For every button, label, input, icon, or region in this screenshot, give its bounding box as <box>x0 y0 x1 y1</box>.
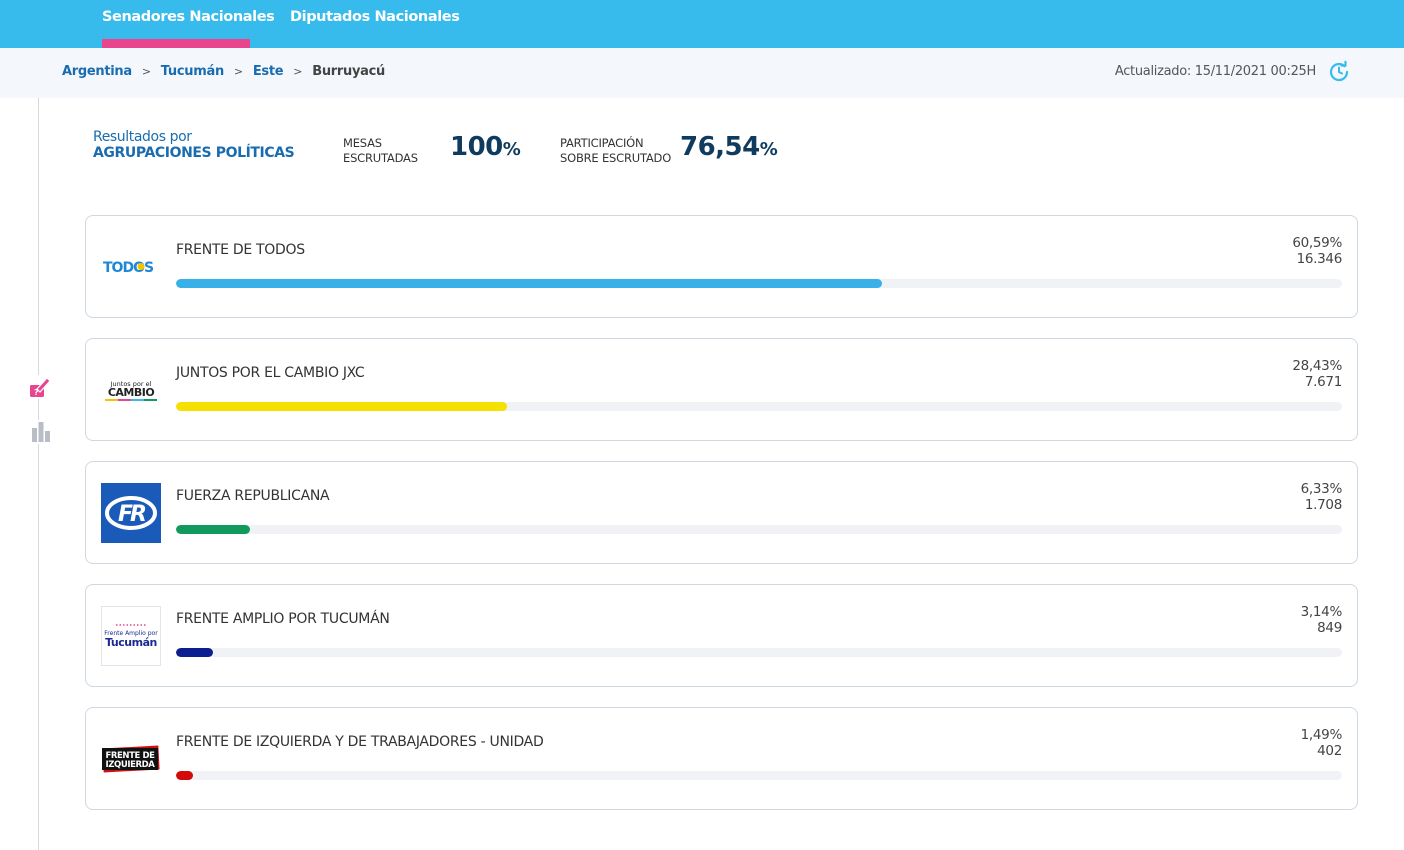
breadcrumb-separator: > <box>141 65 151 78</box>
vote-share-bar <box>176 402 1342 411</box>
left-rail <box>38 98 39 850</box>
mesas-label-line1: MESAS <box>343 136 382 150</box>
tab-senadores-nacionales[interactable]: Senadores Nacionales <box>102 9 275 48</box>
participacion-value: 76,54% <box>680 132 778 162</box>
todos-logo-text: TODOS <box>103 260 154 276</box>
cambio-logo-text-2: CAMBIO <box>108 386 155 399</box>
results-by-text: Resultados por <box>93 129 192 145</box>
breadcrumb-separator: > <box>293 65 303 78</box>
mesas-value-pct: % <box>502 139 521 160</box>
bar-chart-icon[interactable] <box>30 420 54 444</box>
party-percent: 60,59% <box>1292 235 1342 251</box>
frente-amplio-logo-text-2: Tucumán <box>105 636 157 649</box>
cambio-logo-text-1: Juntos por el <box>110 380 152 388</box>
participacion-label-line1: PARTICIPACIÓN <box>560 136 644 150</box>
fuerza-republicana-logo: FR <box>101 483 161 543</box>
party-votes: 1.708 <box>1304 497 1342 513</box>
tab-diputados-label: Diputados Nacionales <box>290 9 460 25</box>
participacion-value-number: 76,54 <box>680 132 760 162</box>
updated-timestamp: Actualizado: 15/11/2021 00:25H <box>1114 64 1316 79</box>
vote-share-bar <box>176 279 1342 288</box>
party-card-fuerza-republicana[interactable]: FR FUERZA REPUBLICANA 6,33% 1.708 <box>85 461 1358 564</box>
vote-share-fill <box>176 279 883 288</box>
breadcrumb: Argentina > Tucumán > Este > Burruyacú <box>62 64 385 79</box>
fit-logo-text-2: IZQUIERDA <box>105 760 155 770</box>
breadcrumb-current: Burruyacú <box>312 64 385 79</box>
breadcrumb-este[interactable]: Este <box>252 64 284 79</box>
party-votes: 16.346 <box>1296 251 1343 267</box>
cambio-logo: Juntos por el CAMBIO <box>101 360 161 420</box>
party-name: JUNTOS POR EL CAMBIO JXC <box>176 365 365 381</box>
mesas-escrutadas-label: MESAS ESCRUTADAS <box>343 136 418 166</box>
active-tab-indicator <box>102 39 250 48</box>
vote-share-fill <box>176 648 213 657</box>
party-percent: 28,43% <box>1292 358 1342 374</box>
vote-share-bar <box>176 525 1342 534</box>
vote-share-fill <box>176 525 250 534</box>
participacion-label-line2: SOBRE ESCRUTADO <box>560 151 672 165</box>
todos-logo: TODOS <box>101 237 161 297</box>
party-card-juntos-por-el-cambio[interactable]: Juntos por el CAMBIO JUNTOS POR EL CAMBI… <box>85 338 1358 441</box>
party-name: FRENTE AMPLIO POR TUCUMÁN <box>176 611 390 627</box>
participacion-value-pct: % <box>759 139 778 160</box>
party-votes: 402 <box>1317 743 1342 759</box>
fit-logo-text-1: FRENTE DE <box>105 751 155 761</box>
results-by-label: Resultados por AGRUPACIONES POLÍTICAS <box>93 129 295 161</box>
party-percent: 3,14% <box>1300 604 1343 620</box>
tab-senadores-label: Senadores Nacionales <box>102 9 275 25</box>
party-card-frente-de-izquierda[interactable]: FRENTE DE IZQUIERDA FRENTE DE IZQUIERDA … <box>85 707 1358 810</box>
vote-share-fill <box>176 402 508 411</box>
party-name: FRENTE DE TODOS <box>176 242 305 258</box>
party-name: FUERZA REPUBLICANA <box>176 488 330 504</box>
party-votes: 7.671 <box>1304 374 1342 390</box>
breadcrumb-tucuman[interactable]: Tucumán <box>160 64 224 79</box>
mesas-value-number: 100 <box>450 132 503 162</box>
mesas-label-line2: ESCRUTADAS <box>343 151 418 165</box>
participacion-label: PARTICIPACIÓN SOBRE ESCRUTADO <box>560 136 671 166</box>
vote-share-bar <box>176 648 1342 657</box>
svg-text:?: ? <box>34 388 39 397</box>
vote-share-fill <box>176 771 194 780</box>
refresh-icon[interactable] <box>1327 60 1351 84</box>
frente-amplio-logo-text-1: Frente Amplio por <box>104 630 158 637</box>
top-navigation: Senadores Nacionales Diputados Nacionale… <box>0 0 1404 48</box>
breadcrumb-separator: > <box>233 65 243 78</box>
ballot-vote-icon[interactable]: ? <box>28 375 52 399</box>
fit-logo: FRENTE DE IZQUIERDA <box>101 729 161 789</box>
political-groups-text: AGRUPACIONES POLÍTICAS <box>93 145 295 161</box>
party-name: FRENTE DE IZQUIERDA Y DE TRABAJADORES - … <box>176 734 544 750</box>
party-percent: 1,49% <box>1300 727 1343 743</box>
breadcrumb-argentina[interactable]: Argentina <box>62 64 132 79</box>
mesas-escrutadas-value: 100% <box>450 132 521 162</box>
frente-amplio-logo: Frente Amplio por Tucumán <box>101 606 161 666</box>
party-card-frente-de-todos[interactable]: TODOS FRENTE DE TODOS 60,59% 16.346 <box>85 215 1358 318</box>
party-card-frente-amplio-por-tucuman[interactable]: Frente Amplio por Tucumán FRENTE AMPLIO … <box>85 584 1358 687</box>
tab-diputados-nacionales[interactable]: Diputados Nacionales <box>290 9 460 48</box>
vote-share-bar <box>176 771 1342 780</box>
party-percent: 6,33% <box>1300 481 1343 497</box>
party-votes: 849 <box>1317 620 1342 636</box>
fuerza-logo-text: FR <box>118 502 146 527</box>
breadcrumb-bar: Argentina > Tucumán > Este > Burruyacú A… <box>0 48 1404 98</box>
